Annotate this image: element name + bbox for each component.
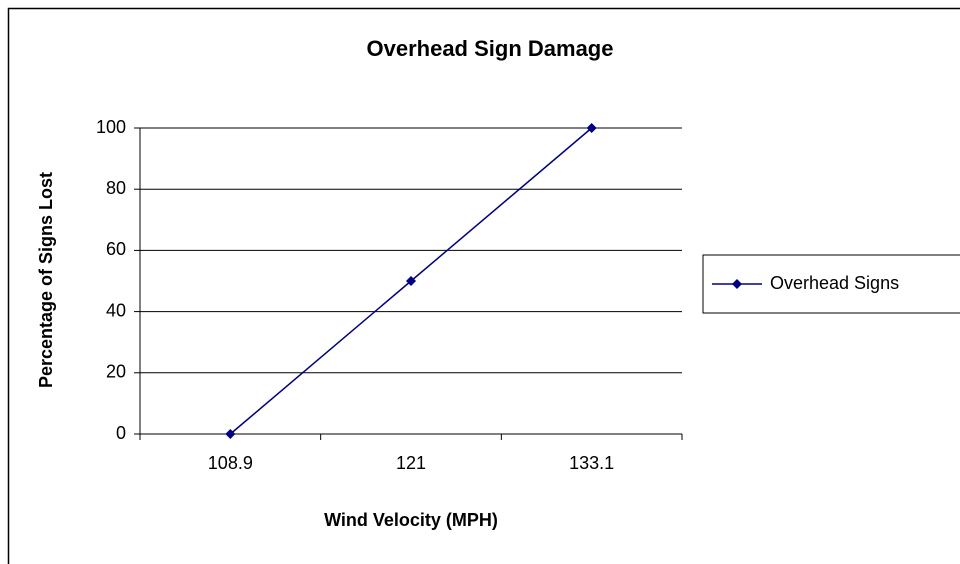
y-tick-label: 80 <box>106 178 126 198</box>
y-tick-label: 0 <box>116 423 126 443</box>
x-axis-label: Wind Velocity (MPH) <box>324 510 498 530</box>
y-tick-label: 20 <box>106 362 126 382</box>
x-tick-label: 108.9 <box>208 453 253 473</box>
y-tick-label: 40 <box>106 300 126 320</box>
chart-title: Overhead Sign Damage <box>367 36 614 61</box>
data-point <box>586 123 597 133</box>
legend-box <box>702 254 960 314</box>
chart-border <box>7 7 960 564</box>
data-point <box>406 276 416 286</box>
data-point <box>225 429 236 439</box>
legend-label: Overhead Signs <box>770 273 899 293</box>
x-tick-label: 121 <box>396 453 426 473</box>
x-tick-label: 133.1 <box>569 453 614 473</box>
y-tick-label: 100 <box>96 117 126 137</box>
legend-marker <box>732 279 742 289</box>
y-tick-label: 60 <box>106 239 126 259</box>
y-axis-label: Percentage of Signs Lost <box>36 172 56 388</box>
